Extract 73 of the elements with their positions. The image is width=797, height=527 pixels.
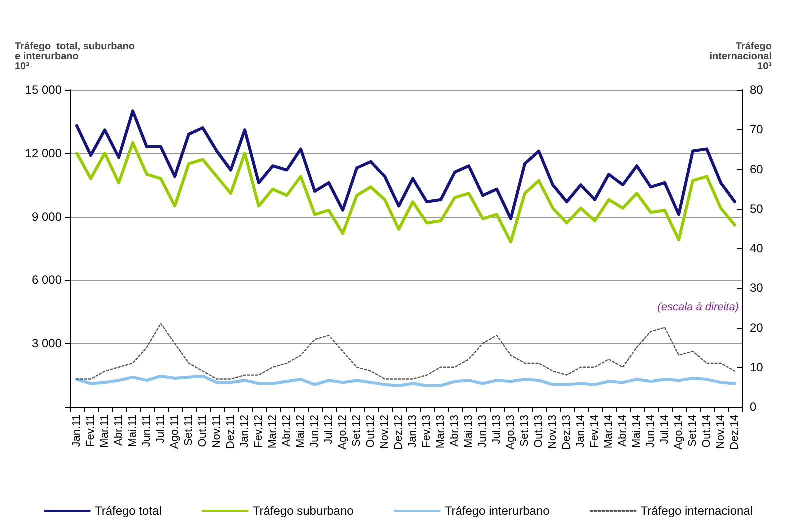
- y2-tick-label: 10: [750, 360, 764, 374]
- x-tick-label: Mar.14: [603, 415, 615, 449]
- x-tick-label: Nov.13: [547, 415, 559, 450]
- x-tick-label: Jul.11: [155, 415, 167, 444]
- x-tick-label: Abr.14: [617, 415, 629, 447]
- x-tick-label: Jan.13: [407, 415, 419, 448]
- x-tick-label: Mar.12: [267, 415, 279, 449]
- y-tick-label: 9 000: [32, 210, 62, 224]
- line-series: [76, 110, 736, 220]
- x-tick-label: Fev.14: [589, 415, 601, 448]
- y-axis-title: Tráfego total, suburbano e interurbano 10³: [15, 42, 136, 72]
- x-tick-label: Mai.12: [295, 415, 307, 448]
- x-tick-label: Mai.14: [631, 415, 643, 448]
- line-series: [76, 323, 736, 380]
- x-tick-label: Ago.14: [673, 415, 685, 450]
- y2-axis-title: Tráfego internacional 10³: [710, 42, 773, 72]
- line-series: [76, 141, 736, 244]
- y-tick-label: 6 000: [32, 273, 62, 288]
- x-tick-label: Mai.13: [463, 415, 475, 448]
- x-tick-label: Out.14: [701, 415, 713, 448]
- x-tick-label: Dez.11: [225, 415, 237, 450]
- x-tick-label: Dez.13: [561, 415, 573, 450]
- y-tick-label: 3 000: [32, 336, 62, 351]
- x-tick-label: Jun.14: [645, 415, 657, 448]
- y2-tick-label: 70: [750, 122, 764, 137]
- x-tick-label: Ago.13: [505, 415, 517, 450]
- x-tick-label: Dez.12: [393, 415, 405, 450]
- y2-tick-label: 0: [750, 400, 757, 414]
- x-tick-label: Mai.11: [127, 415, 139, 448]
- x-tick-label: Jan.14: [575, 415, 587, 448]
- legend-label: Tráfego internacional: [640, 504, 754, 518]
- legend-label: Tráfego suburbano: [252, 504, 354, 518]
- x-tick-label: Ago.11: [169, 415, 181, 450]
- x-tick-label: Abr.12: [281, 415, 293, 447]
- x-tick-label: Set.14: [687, 415, 699, 447]
- x-tick-label: Out.12: [365, 415, 377, 448]
- x-tick-label: Dez.14: [729, 415, 741, 450]
- y2-tick-label: 20: [750, 320, 764, 335]
- x-tick-label: Fev.13: [421, 415, 433, 448]
- y2-tick-label: 40: [750, 242, 764, 256]
- x-tick-label: Set.11: [183, 415, 195, 446]
- x-tick-label: Jul.13: [491, 415, 503, 444]
- x-tick-label: Abr.13: [449, 415, 461, 447]
- y2-tick-label: 60: [750, 162, 764, 176]
- x-tick-label: Mar.11: [99, 415, 111, 448]
- x-tick-label: Out.13: [533, 415, 545, 448]
- x-tick-label: Set.12: [351, 415, 363, 447]
- x-tick-label: Jun.12: [309, 415, 321, 448]
- x-tick-label: Ago.12: [337, 415, 349, 450]
- y-tick-label: 12 000: [25, 146, 62, 160]
- x-tick-label: Jan.11: [71, 415, 83, 448]
- x-tick-label: Fev.11: [85, 415, 97, 447]
- x-tick-label: Jun.13: [477, 415, 489, 448]
- legend-label: Tráfego total: [94, 504, 162, 518]
- x-tick-label: Jul.12: [323, 415, 335, 444]
- x-tick-label: Jun.11: [141, 415, 153, 448]
- x-tick-label: Nov.11: [211, 415, 223, 448]
- x-tick-label: Nov.14: [715, 415, 727, 450]
- legend-label: Tráfego interurbano: [444, 504, 550, 518]
- y-tick-label: 15 000: [25, 83, 62, 97]
- x-tick-label: Jul.14: [659, 415, 671, 444]
- x-tick-label: Abr.11: [113, 415, 125, 446]
- x-tick-label: Nov.12: [379, 415, 391, 450]
- x-tick-label: Out.11: [197, 415, 209, 448]
- x-tick-label: Fev.12: [253, 415, 265, 448]
- x-tick-label: Mar.13: [435, 415, 447, 449]
- y2-tick-label: 30: [750, 281, 764, 296]
- annotation: (escala à direita): [658, 302, 740, 314]
- y2-tick-label: 80: [750, 83, 764, 97]
- x-tick-label: Jan.12: [239, 415, 251, 448]
- y2-tick-label: 50: [750, 202, 764, 216]
- line-series: [76, 374, 736, 388]
- x-tick-label: Set.13: [519, 415, 531, 447]
